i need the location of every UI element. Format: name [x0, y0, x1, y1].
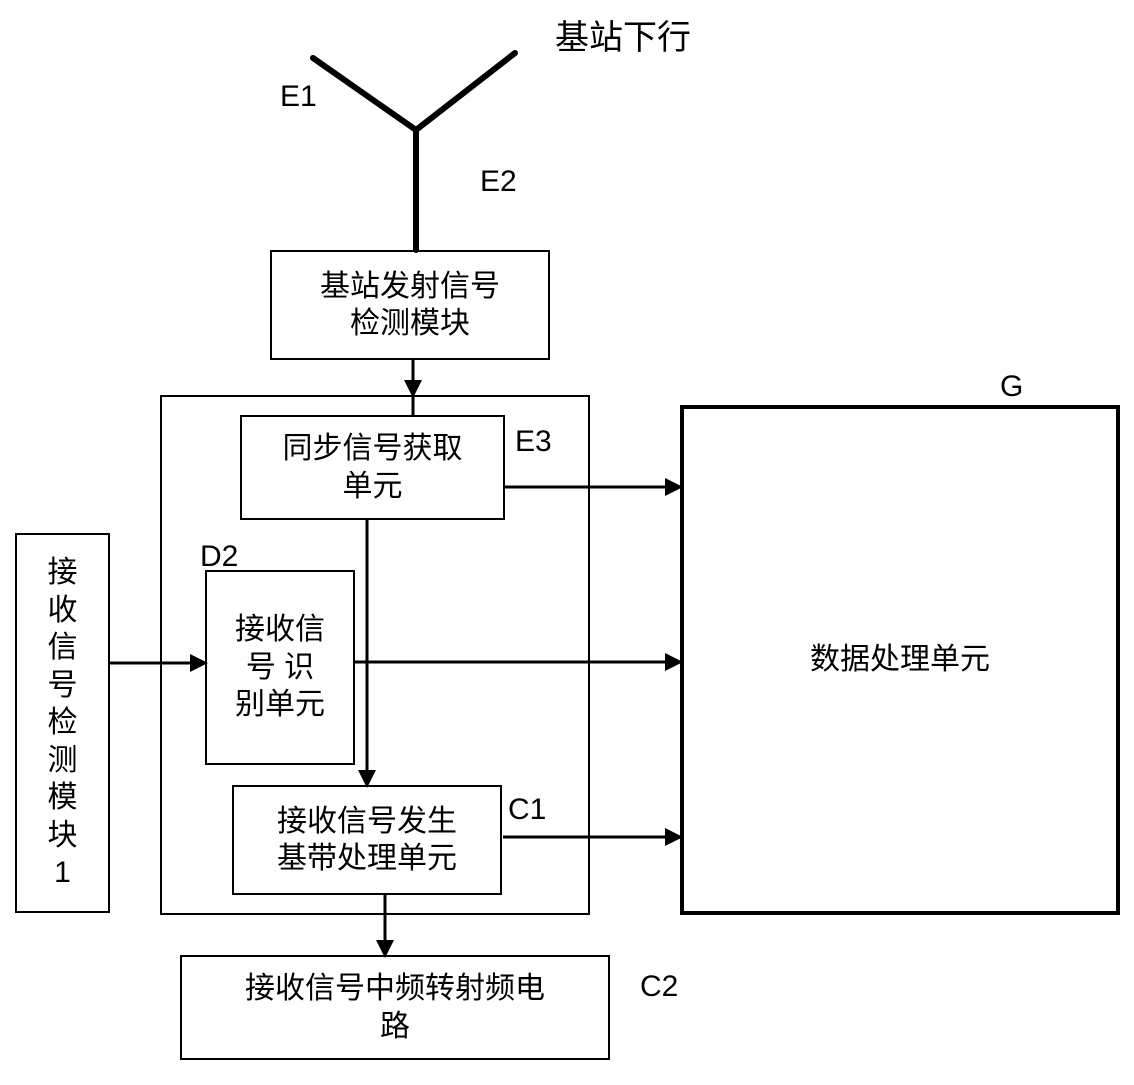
block-recv-gen-baseband: 接收信号发生基带处理单元	[232, 785, 502, 895]
block-data-processing: 数据处理单元	[680, 405, 1120, 915]
label-g: G	[1000, 370, 1023, 404]
block-sync-unit: 同步信号获取单元	[240, 415, 505, 520]
label-c2: C2	[640, 970, 678, 1004]
block-recv-identify: 接收信号 识别单元	[205, 570, 355, 765]
block-if-to-rf: 接收信号中频转射频电路	[180, 955, 610, 1060]
block-detection-module: 基站发射信号检测模块	[270, 250, 550, 360]
title-downlink: 基站下行	[555, 10, 691, 59]
label-e2: E2	[480, 165, 517, 199]
antenna-icon	[313, 53, 515, 250]
block-recv-det-module-1: 接收信号检测模块1	[15, 533, 110, 913]
label-e1: E1	[280, 80, 317, 114]
